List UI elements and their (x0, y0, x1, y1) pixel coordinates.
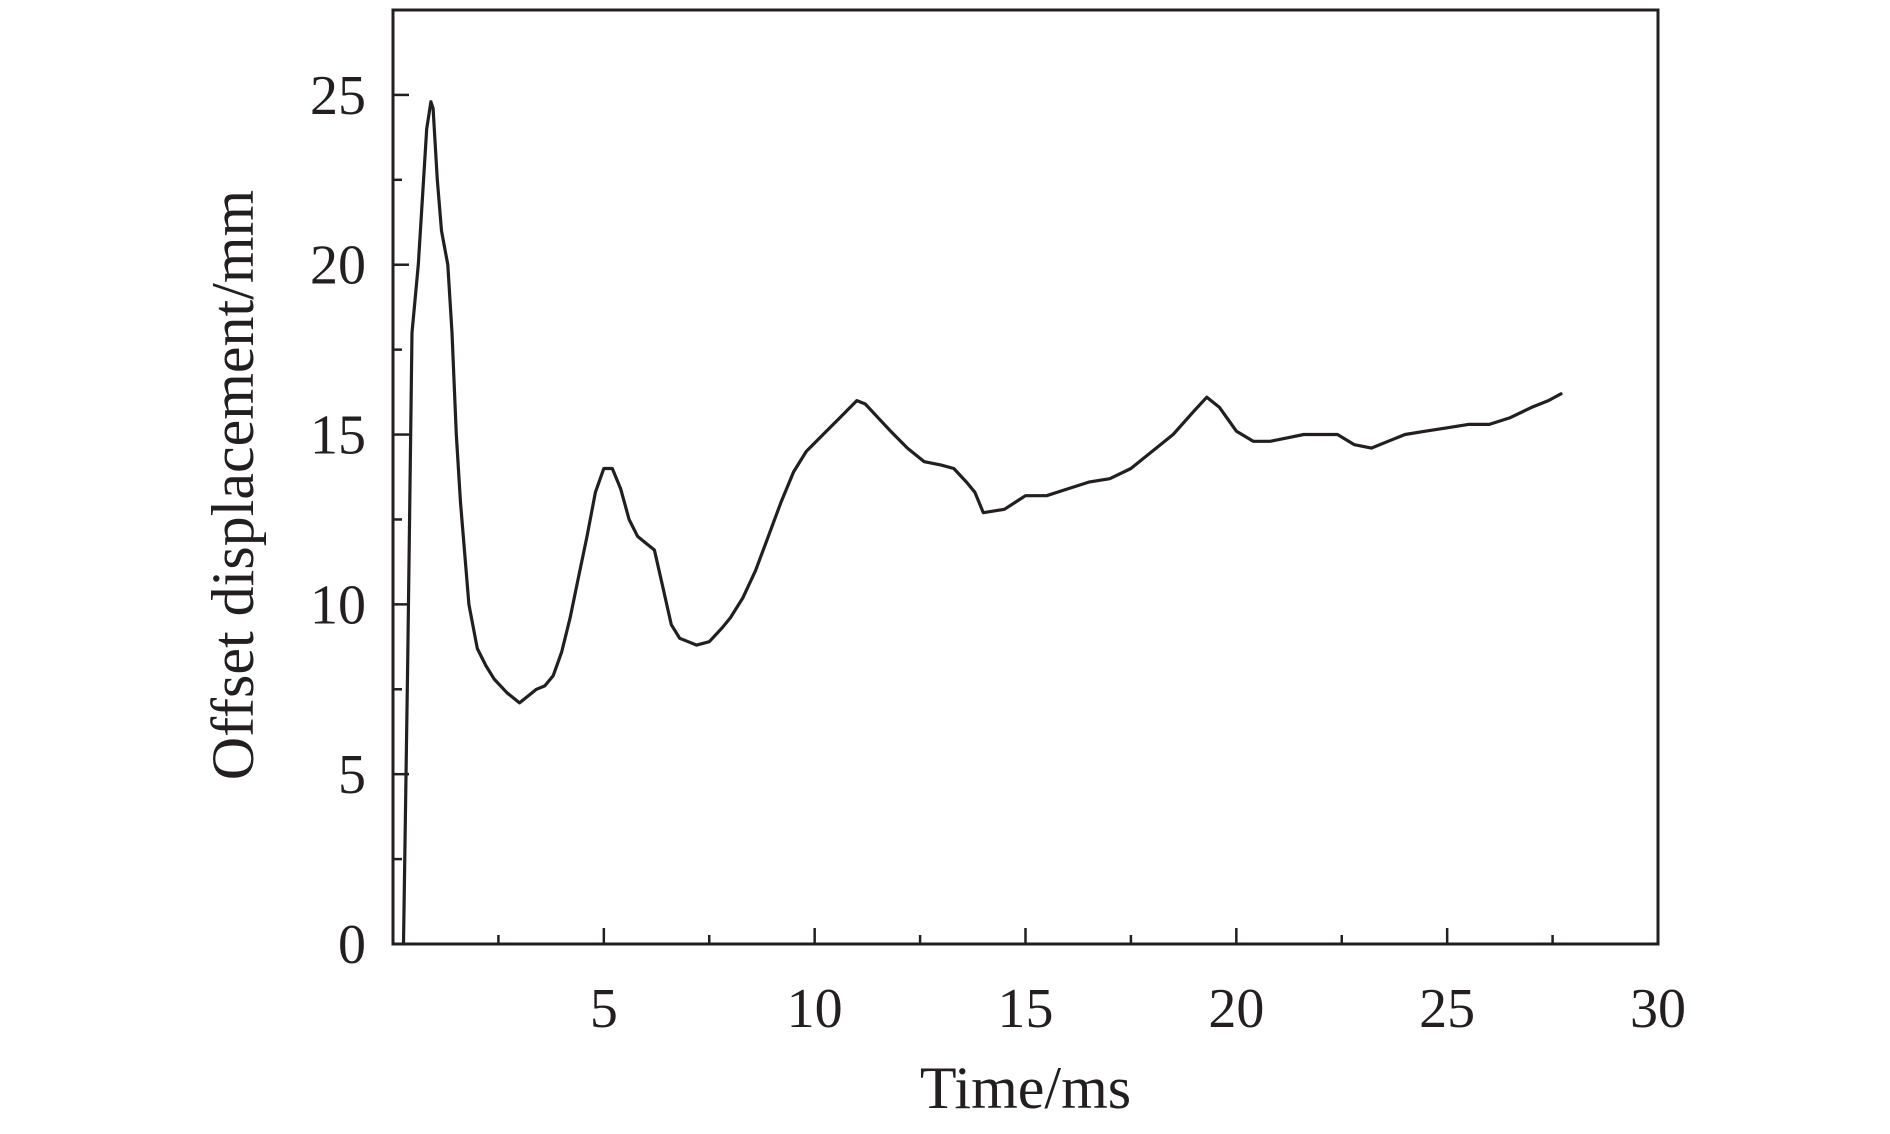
x-tick-label: 5 (590, 978, 618, 1040)
axes (391, 8, 1660, 946)
series-layer (401, 100, 1563, 946)
x-tick-labels: 5 10 15 20 25 30 (590, 978, 1686, 1040)
plot-frame (391, 8, 1660, 946)
x-tick-label: 10 (787, 978, 843, 1040)
y-tick-label: 0 (338, 914, 366, 976)
x-tick-label: 25 (1419, 978, 1475, 1040)
x-tick-label: 15 (998, 978, 1054, 1040)
x-axis-title: Time/ms (920, 1055, 1131, 1121)
y-tick-label: 10 (310, 574, 366, 636)
x-tick-label: 30 (1630, 978, 1686, 1040)
y-tick-label: 5 (338, 744, 366, 806)
y-tick-label: 20 (310, 235, 366, 297)
y-tick-labels: 0 5 10 15 20 25 (310, 65, 366, 976)
y-tick-label: 25 (310, 65, 366, 127)
y-axis-title: Offset displacement/mm (200, 190, 266, 780)
y-tick-label: 15 (310, 405, 366, 467)
axis-ticks (393, 93, 1554, 944)
data-series-line (401, 100, 1563, 946)
x-tick-label: 20 (1208, 978, 1264, 1040)
